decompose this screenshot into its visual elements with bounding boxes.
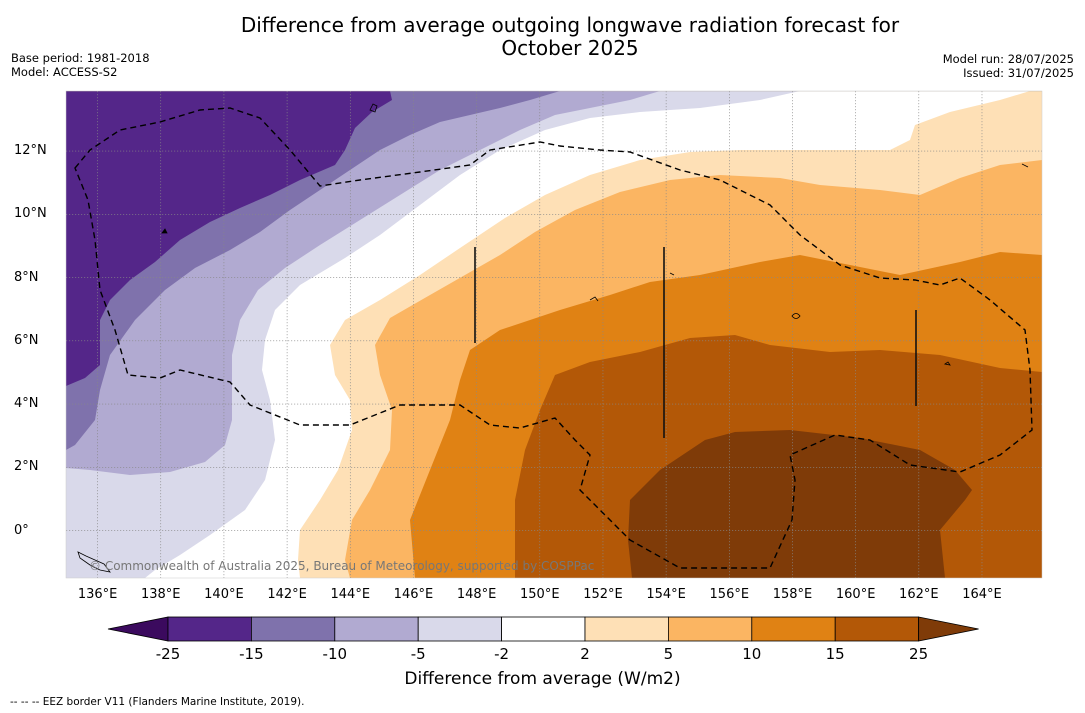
title-line-1: Difference from average outgoing longwav…: [240, 13, 900, 37]
map-title: Difference from average outgoing longwav…: [160, 14, 980, 60]
longitude-label: 154°E: [646, 587, 686, 602]
colorbar-max-arrow: [918, 616, 979, 642]
meta-right: Model run: 28/07/2025 Issued: 31/07/2025: [943, 52, 1074, 80]
latitude-label: 0°: [14, 522, 29, 538]
colorbar-min-arrow: [107, 616, 169, 642]
colorbar-segment: [668, 616, 753, 642]
latitude-label: 10°N: [14, 206, 47, 222]
colorbar-tick-label: 25: [909, 645, 929, 663]
colorbar: [107, 616, 979, 642]
longitude-label: 136°E: [77, 587, 118, 602]
longitude-label: 142°E: [267, 587, 307, 602]
graticule: [66, 91, 1042, 578]
islands: [77, 103, 1029, 573]
colorbar-segment: [751, 616, 836, 642]
colorbar-tick-label: -15: [239, 645, 264, 663]
longitude-label: 148°E: [456, 587, 497, 602]
longitude-label: 152°E: [583, 587, 623, 602]
colorbar-tick-label: -25: [155, 645, 181, 663]
colorbar-segment: [250, 616, 336, 642]
longitude-label: 162°E: [899, 587, 939, 602]
longitude-label: 144°E: [330, 587, 371, 602]
model-run: Model run: 28/07/2025: [942, 52, 1074, 66]
longitude-label: 140°E: [204, 587, 244, 602]
colorbar-tick-label: 2: [580, 645, 590, 663]
band-minus15-25: [66, 91, 392, 386]
colorbar-segment: [501, 616, 586, 642]
eez-border: [74, 107, 1033, 569]
title-line-2: October 2025: [501, 36, 639, 60]
footer-legend: -- -- -- EEZ border V11 (Flanders Marine…: [10, 696, 305, 708]
latitude-label: 8°N: [14, 269, 39, 285]
longitude-label: 138°E: [140, 587, 181, 602]
base-period: Base period: 1981-2018: [11, 51, 150, 65]
colorbar-tick-label: -10: [322, 645, 348, 663]
colorbar-title: Difference from average (W/m2): [404, 669, 681, 689]
longitude-label: 156°E: [709, 587, 750, 602]
latitude-label: 6°N: [14, 332, 39, 348]
longitude-label: 158°E: [772, 587, 813, 602]
longitude-label: 160°E: [835, 587, 876, 602]
meta-left: Base period: 1981-2018 Model: ACCESS-S2: [11, 51, 150, 79]
longitude-label: 146°E: [393, 587, 434, 602]
colorbar-tick-label: -5: [410, 645, 426, 663]
colorbar-segment: [167, 616, 252, 642]
map-frame: [65, 90, 1043, 579]
colorbar-tick-label: -2: [494, 645, 510, 663]
longitude-label: 150°E: [520, 587, 560, 602]
colorbar-segment: [834, 616, 920, 642]
colorbar-tick-label: 10: [742, 645, 762, 663]
colorbar-segment: [584, 616, 669, 642]
colorbar-tick-label: 15: [825, 645, 845, 663]
issued-date: Issued: 31/07/2025: [963, 66, 1074, 80]
colorbar-segment: [417, 616, 503, 642]
copyright-notice: © Commonwealth of Australia 2025, Bureau…: [89, 559, 595, 573]
colorbar-segment: [334, 616, 419, 642]
latitude-label: 2°N: [14, 459, 39, 475]
colorbar-tick-label: 5: [663, 645, 674, 663]
model-name: Model: ACCESS-S2: [11, 65, 118, 79]
anomaly-field: [66, 91, 1042, 578]
boundary-lines: [474, 247, 917, 438]
latitude-label: 12°N: [14, 143, 47, 159]
longitude-label: 164°E: [962, 587, 1002, 602]
latitude-label: 4°N: [14, 396, 39, 412]
